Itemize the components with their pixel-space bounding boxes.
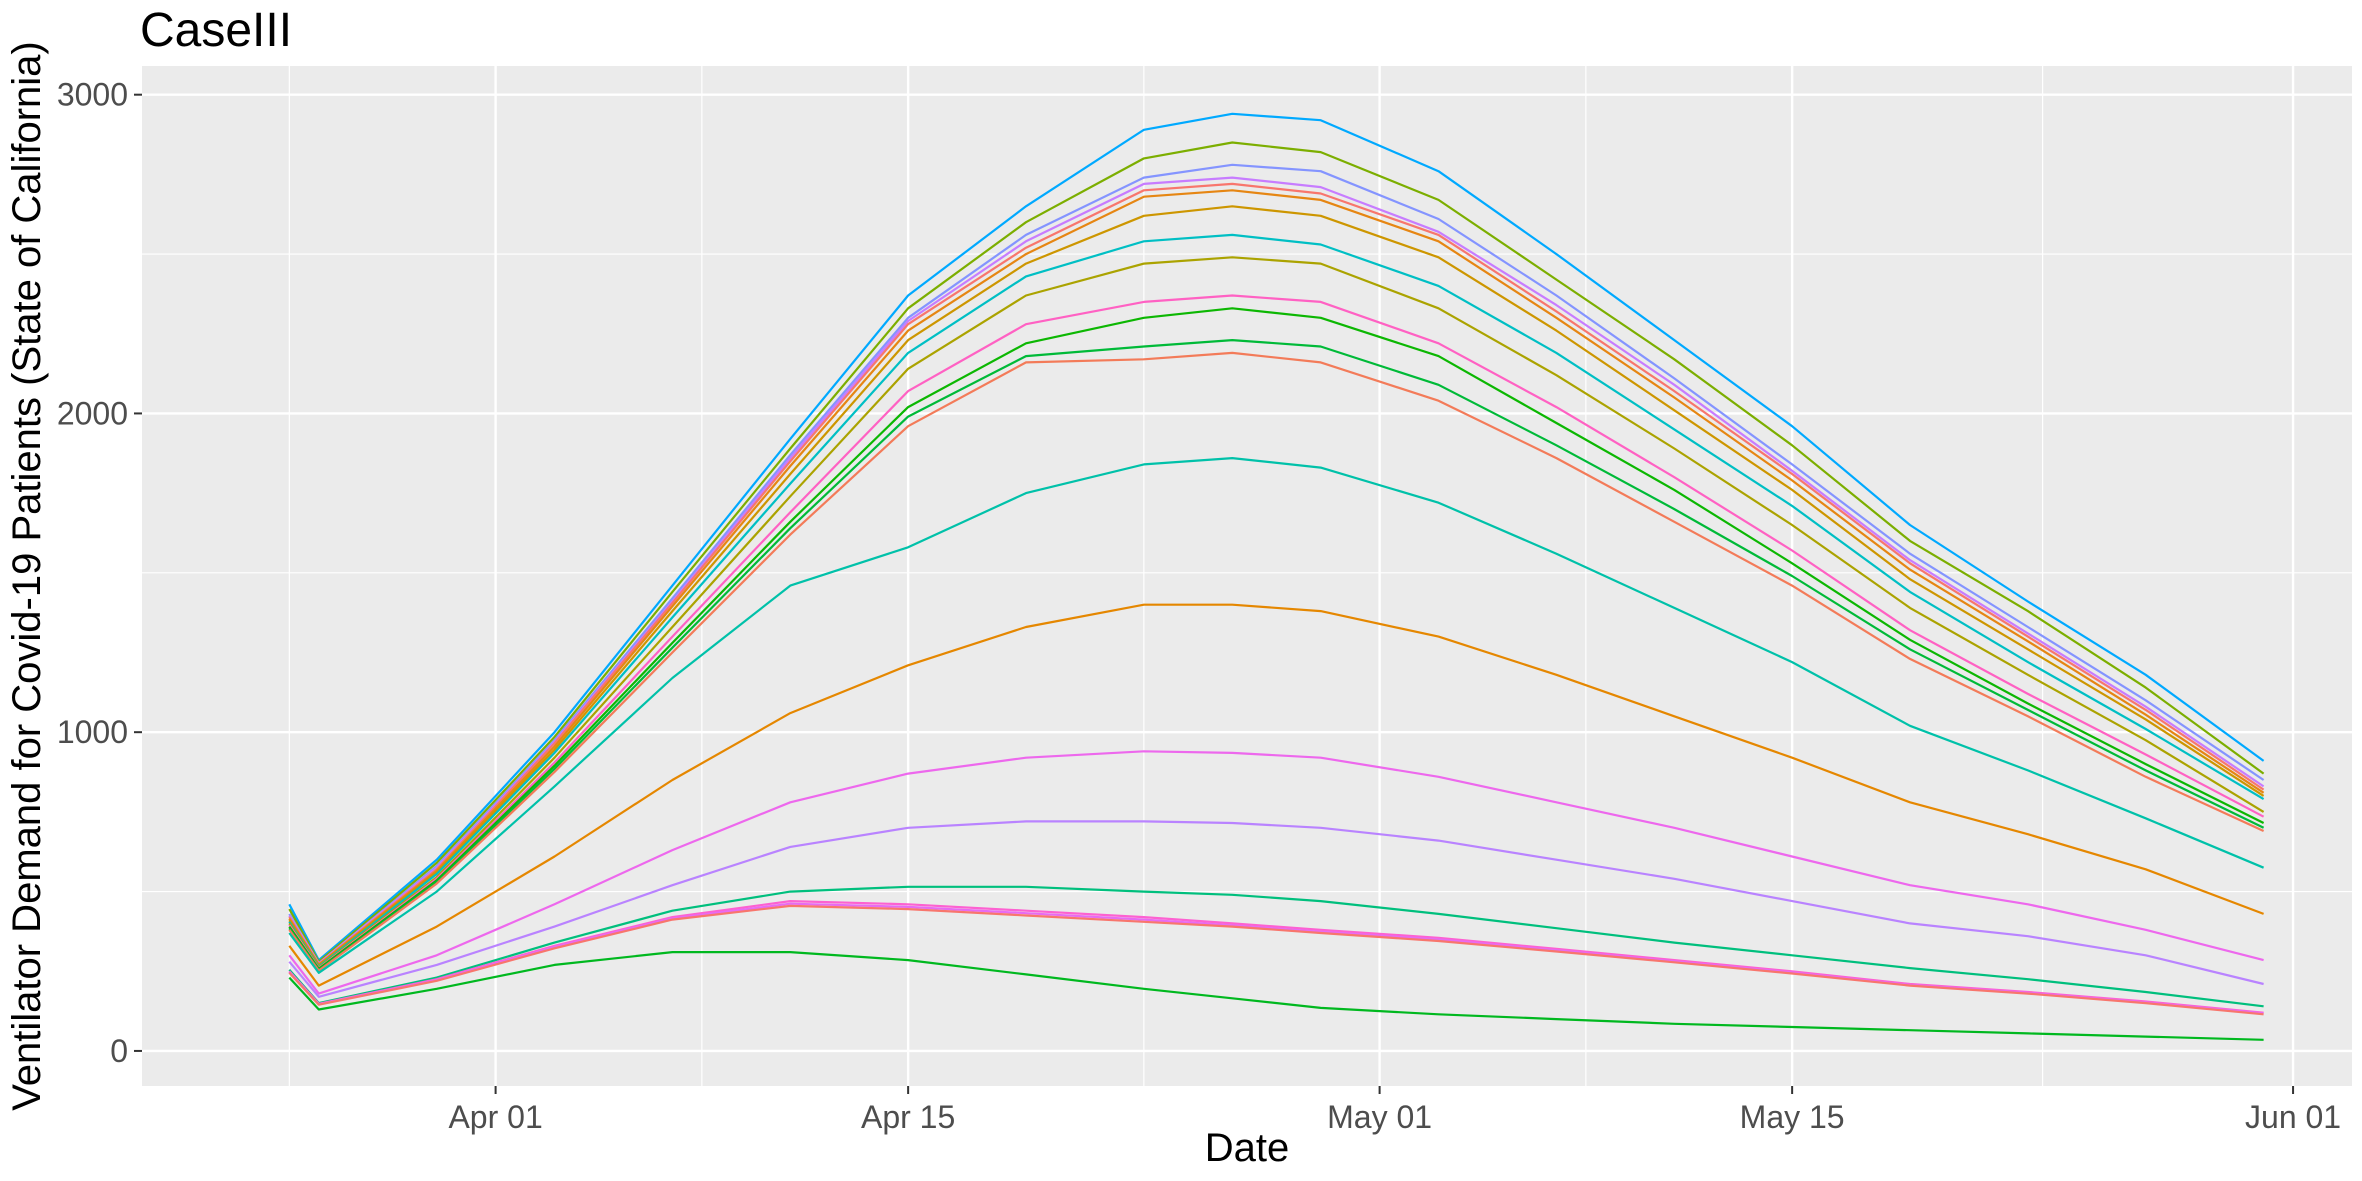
series-line-16 — [288, 750, 2264, 995]
series-line-14 — [288, 457, 2265, 974]
y-axis-title: Ventilator Demand for Covid-19 Patients … — [5, 41, 49, 1110]
x-tick-label: Jun 01 — [2245, 1099, 2341, 1135]
grid-major — [142, 66, 2352, 1086]
series-line-9 — [288, 256, 2265, 969]
series-line-21 — [288, 904, 2264, 1016]
series-line-10 — [288, 294, 2265, 970]
x-tick-label: May 15 — [1740, 1099, 1845, 1135]
x-tick-label: May 01 — [1327, 1099, 1432, 1135]
y-axis-ticks: 0 1000 2000 3000 — [57, 77, 142, 1069]
series-line-22 — [288, 950, 2264, 1041]
x-axis-ticks: Apr 01 Apr 15 May 01 May 15 Jun 01 — [448, 1086, 2341, 1135]
series-line-1 — [288, 112, 2265, 962]
series-line-7 — [288, 205, 2265, 967]
x-tick-label: Apr 15 — [861, 1099, 955, 1135]
y-tick-label: 2000 — [57, 395, 128, 431]
series-line-8 — [288, 233, 2265, 968]
y-tick-label: 0 — [110, 1033, 128, 1069]
series-line-2 — [288, 141, 2265, 963]
y-tick-label: 1000 — [57, 714, 128, 750]
series-line-6 — [288, 189, 2265, 967]
x-axis-title: Date — [1205, 1126, 1290, 1170]
plot-panel — [142, 66, 2352, 1086]
series-line-11 — [288, 307, 2265, 970]
series-line-5 — [288, 182, 2265, 966]
series-line-15 — [288, 603, 2264, 987]
chart-title: CaseIII — [140, 4, 292, 57]
series-line-18 — [288, 885, 2264, 1008]
series-line-12 — [288, 339, 2265, 971]
series-line-13 — [288, 351, 2265, 972]
series-line-17 — [288, 820, 2264, 998]
series-layer — [288, 112, 2265, 1041]
y-tick-label: 3000 — [57, 77, 128, 113]
x-tick-label: Apr 01 — [448, 1099, 542, 1135]
